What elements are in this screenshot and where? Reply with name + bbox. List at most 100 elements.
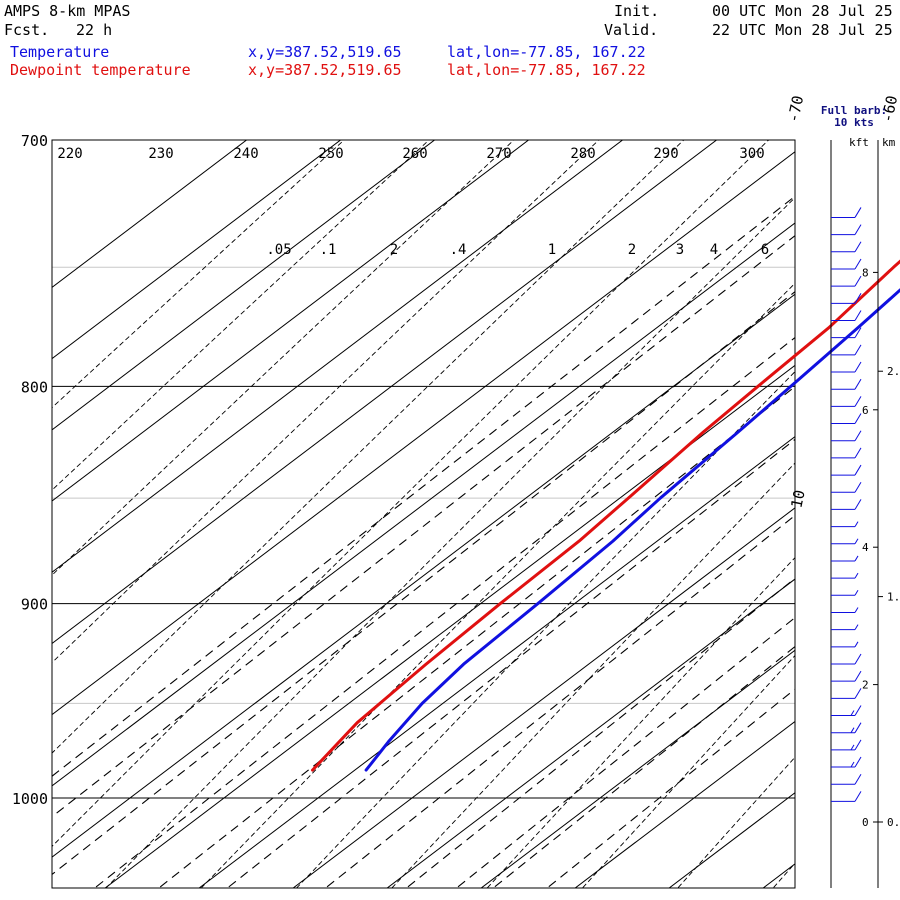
isotherm <box>480 649 795 888</box>
dry-adiabat <box>486 556 795 888</box>
wind-barb-flag <box>854 224 862 235</box>
pressure-tick-label: 1000 <box>12 790 48 808</box>
wind-barb-half <box>854 538 859 545</box>
isotherm <box>52 151 795 716</box>
mixing-ratio-line <box>492 645 795 888</box>
dry-adiabat <box>295 371 795 888</box>
valid-label: Valid. <box>604 21 659 39</box>
mixing-ratio-line <box>546 688 795 888</box>
wind-barb-flag <box>854 756 862 768</box>
isotherm-label: -70 <box>784 94 807 124</box>
isotherm-label: 10 <box>787 488 808 509</box>
isotherm <box>574 720 795 888</box>
wind-barb-half <box>854 607 859 613</box>
wind-barb-flag <box>854 688 862 699</box>
dry-adiabat-label: 250 <box>318 146 343 162</box>
wind-barb-half <box>854 641 859 648</box>
barb-legend-line2: 10 kts <box>834 116 874 129</box>
init-value: 00 UTC Mon 28 Jul 25 <box>712 2 893 20</box>
isotherm <box>292 507 795 888</box>
wind-barb-flag <box>854 207 862 218</box>
wind-barb-flag <box>854 293 862 304</box>
mixing-ratio-line <box>52 195 795 777</box>
dry-adiabat-label: 300 <box>739 146 764 162</box>
isotherm <box>762 863 795 888</box>
dry-adiabat-label: 220 <box>57 146 82 162</box>
temperature-profile <box>364 288 900 772</box>
isotherm <box>834 87 900 900</box>
legend-dewpoint-name: Dewpoint temperature <box>10 61 191 79</box>
dry-adiabat <box>52 140 430 491</box>
wind-barb-flag <box>854 791 862 802</box>
wind-barb-flag <box>854 241 862 253</box>
mixing-ratio-line <box>157 385 795 888</box>
dry-adiabat <box>581 654 795 888</box>
wind-barb-half <box>854 590 859 596</box>
km-axis-label: km <box>882 136 896 149</box>
dry-adiabat <box>677 756 795 888</box>
mixing-ratio-line <box>93 336 795 888</box>
legend-dewpoint-xy: x,y=387.52,519.65 <box>248 61 402 79</box>
dry-adiabat <box>52 140 770 848</box>
dry-adiabat <box>52 140 515 576</box>
wind-barbs <box>831 207 862 802</box>
mixing-ratio-line <box>226 438 795 888</box>
kft-tick-label: 6 <box>862 404 869 417</box>
wind-barb-half <box>850 710 855 716</box>
model-name: AMPS 8-km MPAS <box>4 2 131 20</box>
wind-barb-half <box>850 761 855 768</box>
wind-barb-flag <box>854 378 862 390</box>
legend-dewpoint-latlon: lat,lon=-77.85, 167.22 <box>447 61 646 79</box>
isotherm <box>52 140 342 360</box>
dry-adiabat <box>52 140 345 409</box>
mixing-ratio-label: .1 <box>320 242 337 258</box>
kft-tick-label: 2 <box>862 679 869 692</box>
wind-barb-flag <box>854 275 862 287</box>
wind-barb-flag <box>854 739 862 751</box>
mixing-ratio-label: 2 <box>628 242 636 258</box>
mixing-ratio-line <box>324 514 795 888</box>
wind-barb-half <box>854 572 859 579</box>
dry-adiabat-label: 270 <box>486 146 511 162</box>
km-tick-label: 1. <box>887 591 900 604</box>
wind-barb-flag <box>854 258 862 270</box>
isotherm <box>52 293 795 858</box>
diagram-lines <box>52 87 900 900</box>
mixing-ratio-label: 4 <box>710 242 718 258</box>
dry-adiabat <box>52 140 600 664</box>
wind-barb-half <box>850 744 855 751</box>
wind-barb-half <box>854 555 859 562</box>
dry-adiabat <box>52 140 685 754</box>
isotherm <box>198 436 795 888</box>
isotherm <box>52 140 624 573</box>
mixing-ratio-label: .4 <box>450 242 467 258</box>
wind-barb-flag <box>854 481 862 493</box>
wind-barb-flag <box>854 396 862 407</box>
mixing-ratio-line <box>52 234 795 818</box>
isotherm <box>52 140 436 431</box>
pressure-tick-label: 700 <box>21 132 48 150</box>
isotherm <box>386 578 795 888</box>
dry-adiabat-label: 260 <box>402 146 427 162</box>
km-tick-label: 0. <box>887 816 900 829</box>
wind-barb-flag <box>854 344 862 356</box>
isotherm <box>52 140 718 645</box>
legend-temperature-xy: x,y=387.52,519.65 <box>248 43 402 61</box>
wind-barb-flag <box>854 447 862 459</box>
plot-frame <box>51 139 796 889</box>
dry-adiabat <box>105 196 795 888</box>
wind-barb-flag <box>854 722 862 733</box>
pressure-tick-label: 800 <box>21 378 48 396</box>
mixing-ratio-label: 1 <box>548 242 556 258</box>
mixing-ratio-line <box>52 291 795 876</box>
wind-barb-flag <box>854 413 862 424</box>
wind-barb-flag <box>854 310 862 321</box>
wind-barb-flag <box>854 499 862 510</box>
dry-adiabat-label: 230 <box>148 146 173 162</box>
wind-barb-flag <box>854 361 862 373</box>
kft-tick-label: 8 <box>862 266 869 279</box>
fcst-label: Fcst. <box>4 21 50 39</box>
barb-legend-line1: Full barb: <box>821 104 887 117</box>
mixing-ratio-line <box>455 616 795 888</box>
